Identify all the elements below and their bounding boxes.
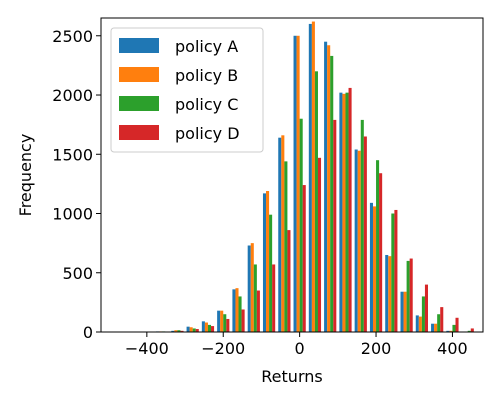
bar-policy-d — [272, 264, 275, 332]
bar-policy-b — [281, 135, 284, 332]
bar-policy-c — [254, 264, 257, 332]
y-tick-label: 500 — [62, 264, 93, 283]
bar-policy-d — [379, 173, 382, 332]
y-tick-label: 1000 — [52, 205, 93, 224]
bar-policy-c — [223, 314, 226, 332]
bar-policy-d — [318, 158, 321, 332]
x-tick-label: −200 — [201, 339, 245, 358]
bar-policy-a — [187, 327, 190, 332]
y-tick-label: 2000 — [52, 86, 93, 105]
bar-policy-a — [416, 315, 419, 332]
x-tick-label: −400 — [125, 339, 169, 358]
bar-policy-d — [471, 328, 474, 332]
bar-policy-b — [327, 45, 330, 332]
bar-policy-c — [361, 120, 364, 332]
bar-policy-b — [388, 256, 391, 332]
legend-swatch — [119, 38, 159, 53]
bar-policy-a — [355, 150, 358, 332]
bar-policy-c — [422, 296, 425, 332]
bar-policy-d — [303, 185, 306, 332]
bar-policy-b — [251, 243, 254, 332]
bar-policy-a — [232, 289, 235, 332]
bar-policy-a — [294, 36, 297, 332]
bar-policy-c — [437, 314, 440, 332]
bar-policy-c — [193, 328, 196, 332]
bar-policy-a — [385, 255, 388, 332]
bar-policy-d — [425, 285, 428, 332]
bar-policy-d — [410, 259, 413, 332]
legend-label: policy C — [175, 95, 238, 114]
bar-policy-b — [266, 191, 269, 332]
bar-policy-b — [190, 327, 193, 332]
bar-policy-d — [440, 307, 443, 332]
bar-policy-c — [345, 93, 348, 332]
x-tick-label: 400 — [437, 339, 468, 358]
bar-policy-a — [309, 24, 312, 332]
legend-label: policy B — [175, 66, 238, 85]
bar-policy-c — [269, 215, 272, 332]
x-tick-label: 0 — [295, 339, 305, 358]
bar-policy-a — [431, 324, 434, 332]
bar-policy-a — [263, 193, 266, 332]
y-axis-label: Frequency — [16, 134, 35, 217]
bar-policy-a — [324, 42, 327, 332]
bar-policy-a — [202, 321, 205, 332]
bar-policy-d — [456, 318, 459, 332]
bar-policy-b — [342, 94, 345, 332]
bar-policy-c — [239, 296, 242, 332]
bar-policy-b — [312, 22, 315, 332]
bar-policy-c — [407, 261, 410, 332]
y-tick-label: 0 — [83, 323, 93, 342]
bar-policy-c — [330, 56, 333, 332]
bar-policy-b — [434, 324, 437, 332]
bar-policy-a — [370, 203, 373, 332]
x-tick-label: 200 — [361, 339, 392, 358]
bar-policy-c — [284, 161, 287, 332]
bar-policy-d — [242, 309, 245, 332]
bar-policy-a — [339, 93, 342, 332]
bar-policy-c — [376, 160, 379, 332]
bar-policy-a — [400, 292, 403, 332]
bar-policy-a — [248, 246, 251, 333]
bar-policy-d — [349, 88, 352, 332]
bar-policy-a — [217, 311, 220, 332]
y-tick-label: 2500 — [52, 27, 93, 46]
bar-policy-b — [373, 206, 376, 332]
bar-policy-c — [391, 214, 394, 332]
bar-policy-a — [278, 138, 281, 332]
bar-policy-b — [358, 151, 361, 332]
x-axis-label: Returns — [261, 367, 322, 386]
legend: policy A policy B policy C policy D — [111, 28, 263, 152]
bar-policy-d — [226, 319, 229, 332]
bar-policy-d — [257, 291, 260, 332]
legend-swatch — [119, 67, 159, 82]
bar-policy-d — [211, 326, 214, 332]
bar-policy-c — [208, 325, 211, 332]
bar-policy-c — [300, 119, 303, 332]
legend-swatch — [119, 96, 159, 111]
y-tick-label: 1500 — [52, 145, 93, 164]
bar-policy-d — [287, 230, 290, 332]
bar-policy-d — [394, 210, 397, 332]
bar-policy-c — [452, 325, 455, 332]
bar-policy-d — [364, 136, 367, 332]
legend-label: policy D — [175, 124, 240, 143]
bar-policy-b — [297, 36, 300, 332]
bar-policy-b — [404, 292, 407, 332]
bar-policy-d — [333, 120, 336, 332]
bar-policy-c — [315, 71, 318, 332]
bar-policy-b — [419, 317, 422, 332]
bar-policy-b — [220, 311, 223, 332]
bar-policy-b — [235, 288, 238, 332]
legend-label: policy A — [175, 37, 238, 56]
bar-policy-b — [205, 323, 208, 332]
legend-swatch — [119, 125, 159, 140]
